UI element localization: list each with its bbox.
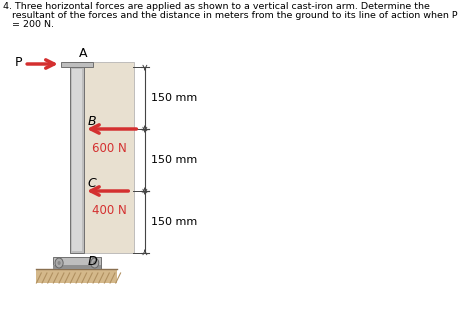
Text: 150 mm: 150 mm (151, 93, 198, 103)
Text: C: C (87, 177, 96, 190)
Bar (53, 257, 101, 269)
Text: 150 mm: 150 mm (151, 155, 198, 165)
Circle shape (91, 258, 99, 268)
Text: A: A (79, 47, 88, 60)
Bar (53, 265, 101, 269)
Bar (72, 69, 82, 251)
Bar (36, 269, 118, 283)
Circle shape (93, 261, 96, 265)
Bar (70, 67, 84, 253)
Text: P: P (14, 57, 22, 69)
Bar (75, 62, 134, 253)
Text: 4. Three horizontal forces are applied as shown to a vertical cast-iron arm. Det: 4. Three horizontal forces are applied a… (3, 2, 430, 11)
Text: = 200 N.: = 200 N. (3, 20, 54, 29)
Circle shape (57, 261, 61, 265)
Text: B: B (87, 115, 96, 128)
Circle shape (55, 258, 63, 268)
Text: resultant of the forces and the distance in meters from the ground to its line o: resultant of the forces and the distance… (3, 11, 458, 20)
Text: 400 N: 400 N (92, 204, 127, 217)
Text: D: D (87, 255, 97, 268)
Bar (61, 62, 93, 67)
Text: 600 N: 600 N (92, 142, 127, 155)
Text: 150 mm: 150 mm (151, 217, 198, 227)
